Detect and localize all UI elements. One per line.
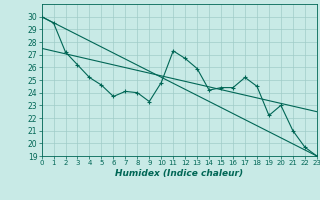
X-axis label: Humidex (Indice chaleur): Humidex (Indice chaleur): [115, 169, 243, 178]
